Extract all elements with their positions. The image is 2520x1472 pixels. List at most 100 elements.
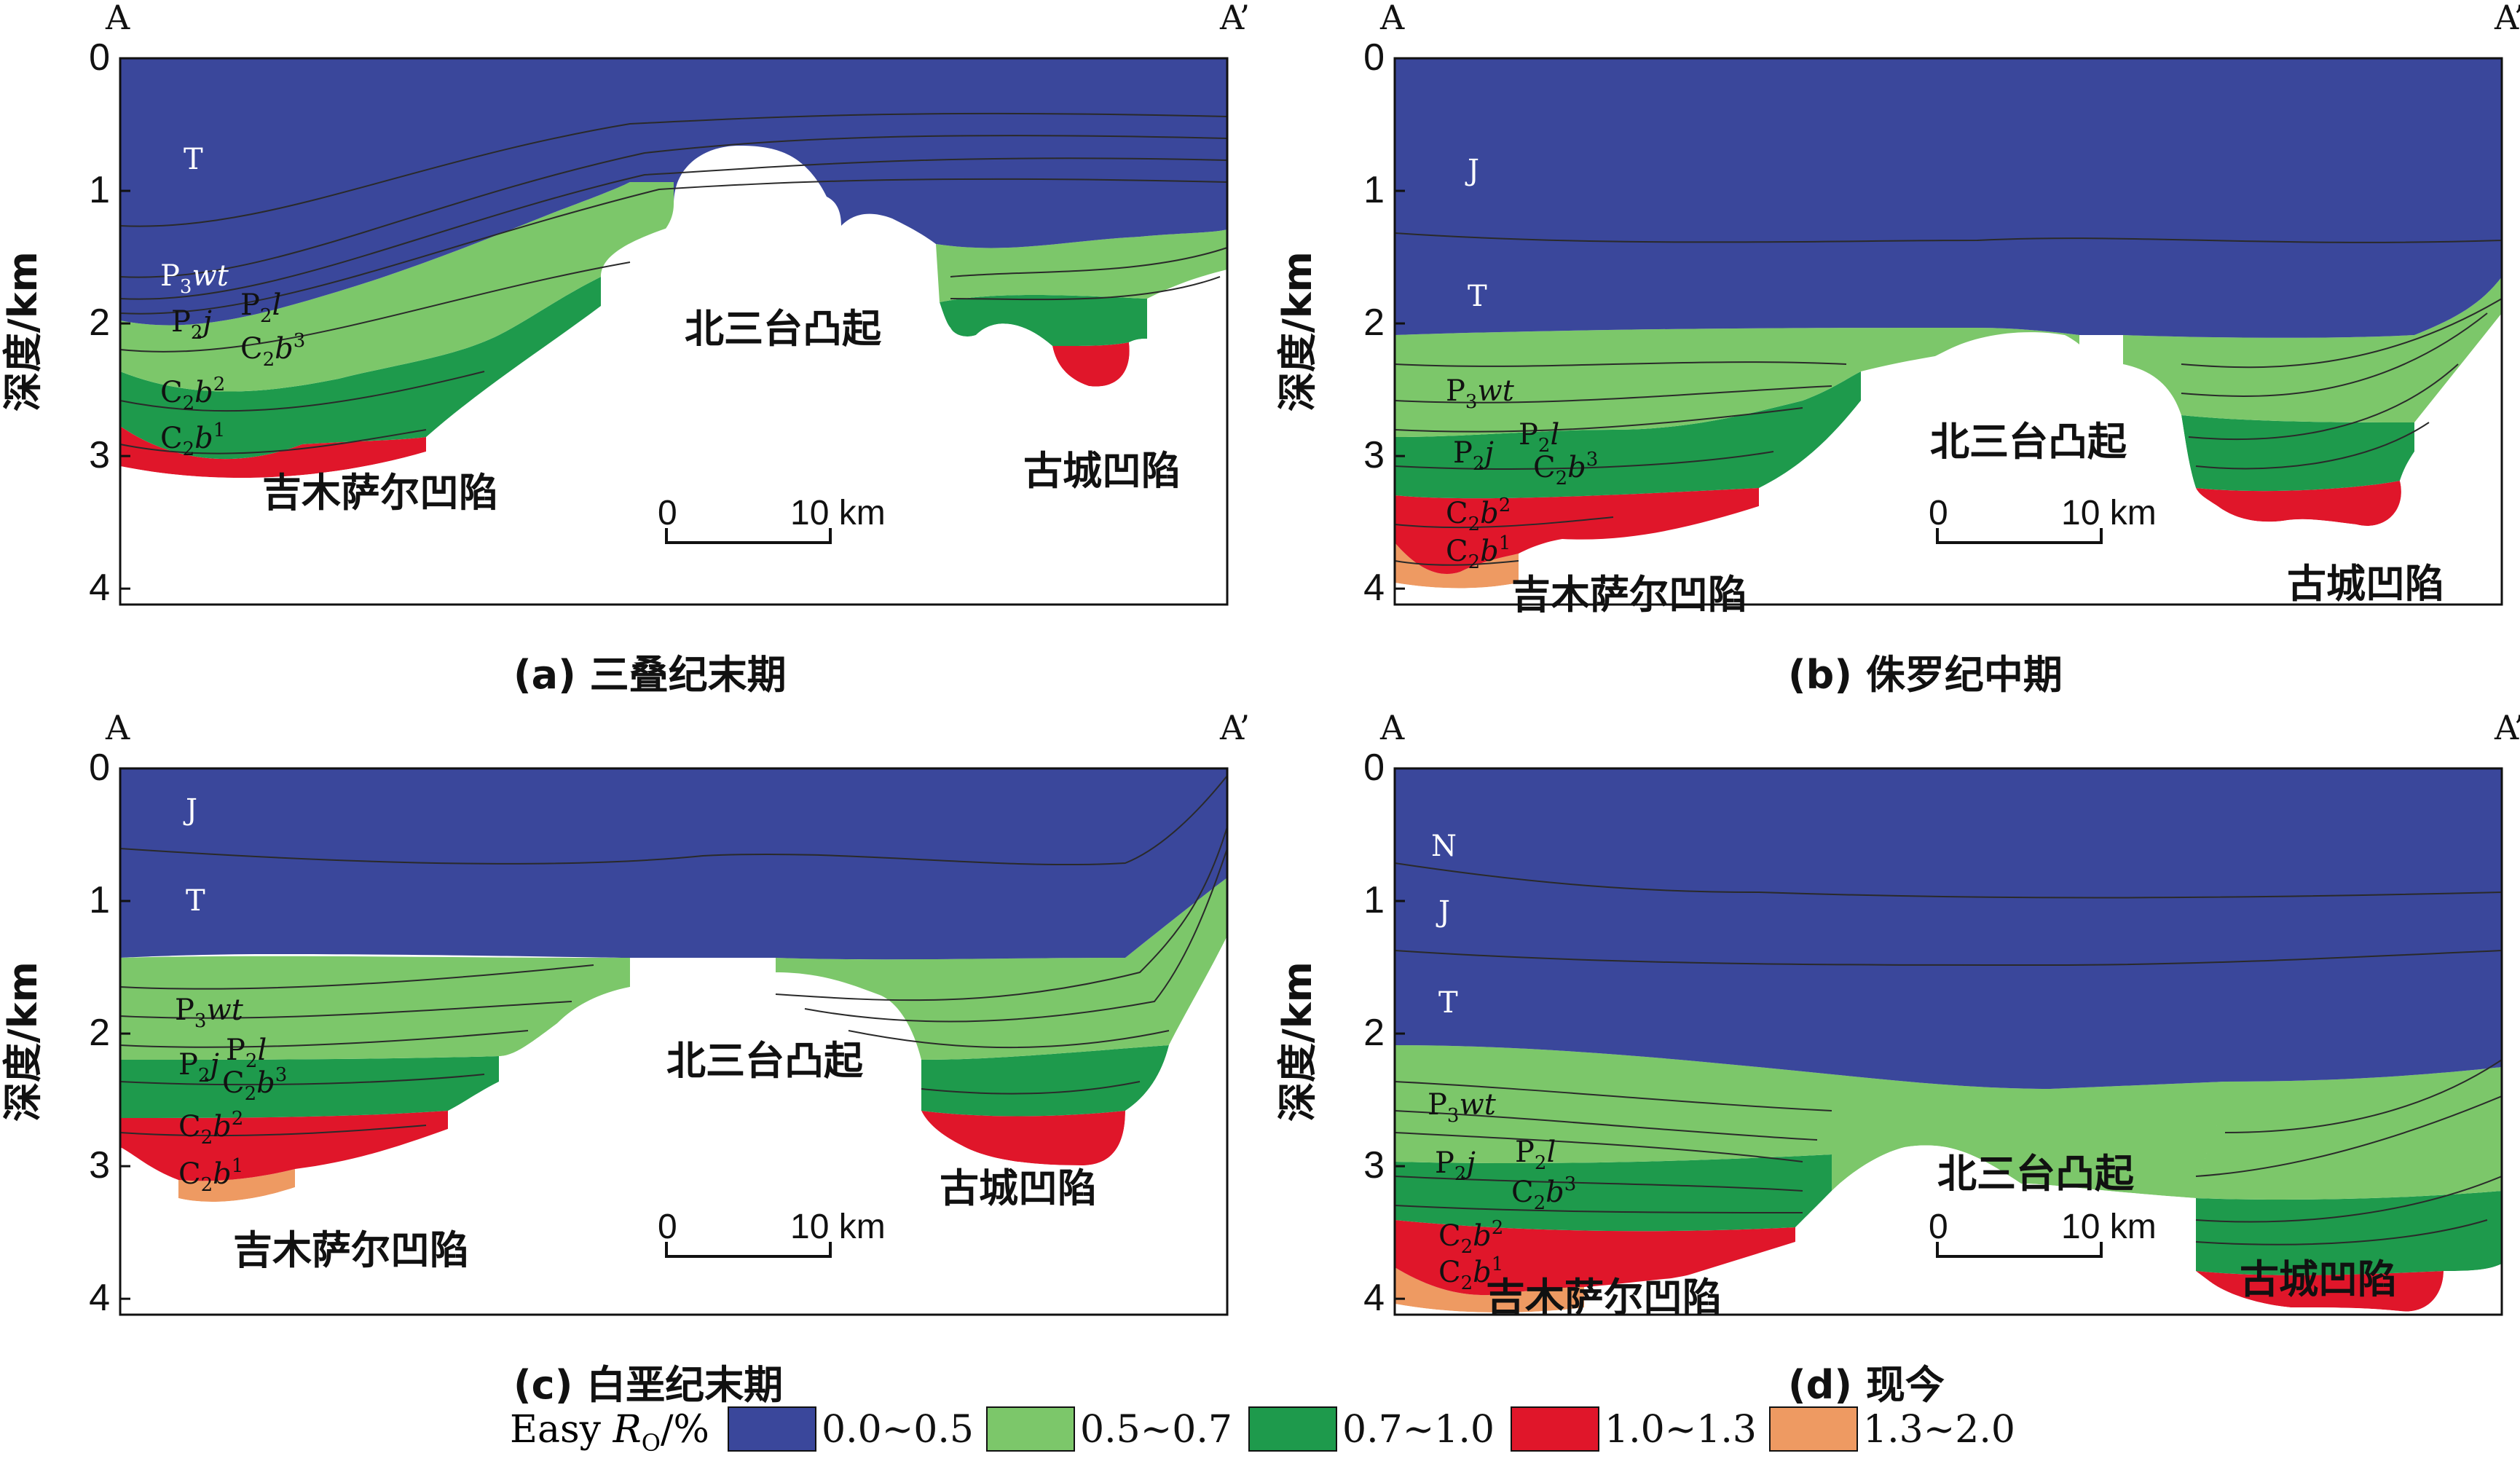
stratum-label: T bbox=[184, 143, 203, 176]
stratum-label: C2b2 bbox=[1438, 1217, 1503, 1258]
depth-tick-label: 4 bbox=[1363, 567, 1385, 609]
depth-tick-label: 2 bbox=[1363, 1012, 1385, 1054]
stratum-label: T bbox=[1438, 986, 1458, 1020]
uplift-label: 北三台凸起 bbox=[685, 306, 882, 352]
scale-start-label: 0 bbox=[658, 494, 677, 532]
stratum-label: P3wt bbox=[1428, 1088, 1497, 1127]
panel-d-ro-1-0-to-1-3 bbox=[1395, 1220, 2444, 1312]
y-axis-label: 深度/km bbox=[0, 961, 46, 1122]
stratum-label: P3wt bbox=[1446, 374, 1515, 413]
stratum-label: P2j bbox=[171, 305, 212, 344]
depth-tick-label: 2 bbox=[1363, 302, 1385, 344]
panel-d-ro-1-3-to-2-0 bbox=[1395, 1267, 1584, 1312]
depth-tick-label: 0 bbox=[89, 747, 110, 789]
legend-swatch bbox=[986, 1406, 1075, 1452]
depth-tick-label: 3 bbox=[89, 434, 110, 476]
basin-west-label: 吉木萨尔凹陷 bbox=[233, 1227, 469, 1273]
stratum-label: C2b3 bbox=[222, 1064, 287, 1105]
stratum-label: C2b1 bbox=[160, 420, 225, 460]
scale-end-label: 10 km bbox=[790, 1208, 886, 1246]
panel-d-ro-0-7-to-1-0 bbox=[1395, 1154, 2502, 1275]
panel-c-horizons bbox=[119, 775, 1228, 1137]
panel-a-ro-0-7-to-1-0 bbox=[120, 277, 1147, 460]
panel-c-ro-0-7-to-1-0 bbox=[120, 1045, 1169, 1118]
scale-bar bbox=[1936, 1242, 2103, 1258]
stratum-label: P2j bbox=[1453, 436, 1494, 475]
depth-tick-label: 4 bbox=[89, 567, 110, 609]
depth-tick-label: 1 bbox=[1363, 879, 1385, 921]
depth-tick-label: 1 bbox=[89, 879, 110, 921]
panel-a-ro-0-5-to-0-7 bbox=[120, 182, 1227, 392]
panel-c bbox=[119, 767, 1229, 1316]
y-axis-label: 深度/km bbox=[0, 251, 46, 412]
legend-range-label: 1.0~1.3 bbox=[1604, 1408, 1757, 1452]
section-end-label: A’ bbox=[1219, 708, 1250, 747]
depth-tick-label: 3 bbox=[1363, 434, 1385, 476]
depth-tick-label: 1 bbox=[89, 169, 110, 211]
scale-end-label: 10 km bbox=[2061, 494, 2157, 532]
depth-tick-label: 0 bbox=[1363, 36, 1385, 79]
legend-swatch bbox=[1769, 1406, 1858, 1452]
section-start-label: A bbox=[105, 708, 130, 747]
stratum-label: N bbox=[1431, 830, 1457, 863]
panel-d-ro-0-0-to-0-5 bbox=[1395, 768, 2502, 1089]
panel-a-horizons bbox=[119, 112, 1228, 454]
panel-b-ro-0-7-to-1-0 bbox=[1395, 371, 2414, 499]
basin-east-label: 古城凹陷 bbox=[940, 1165, 1097, 1211]
stratum-label: C2b1 bbox=[1438, 1253, 1503, 1294]
scale-bar bbox=[665, 1242, 832, 1258]
stratum-label: C2b3 bbox=[1511, 1173, 1576, 1214]
section-start-label: A bbox=[105, 0, 130, 37]
panel-c-ro-1-3-to-2-0 bbox=[178, 1169, 295, 1202]
stratum-label: C2b1 bbox=[1446, 532, 1511, 573]
stratum-label: P2l bbox=[226, 1034, 267, 1072]
legend-range-label: 0.5~0.7 bbox=[1080, 1408, 1232, 1452]
legend-range-label: 0.7~1.0 bbox=[1342, 1408, 1495, 1452]
panel-caption: (b) 侏罗纪中期 bbox=[1788, 652, 2063, 698]
depth-tick-label: 0 bbox=[89, 36, 110, 79]
depth-tick-label: 0 bbox=[1363, 747, 1385, 789]
stratum-label: P2l bbox=[1515, 1136, 1556, 1174]
scale-end-label: 10 km bbox=[2061, 1208, 2157, 1246]
stratum-label: C2b3 bbox=[1533, 449, 1598, 489]
legend-swatch bbox=[728, 1406, 816, 1452]
scale-start-label: 0 bbox=[658, 1208, 677, 1246]
basin-east-label: 古城凹陷 bbox=[1023, 448, 1181, 494]
legend-title: Easy RO/% bbox=[510, 1408, 709, 1457]
section-end-label: A’ bbox=[2494, 0, 2520, 37]
panel-c-ro-0-0-to-0-5 bbox=[120, 768, 1227, 960]
legend-range-label: 0.0~0.5 bbox=[822, 1408, 974, 1452]
depth-tick-label: 4 bbox=[89, 1277, 110, 1319]
panel-b-ro-0-5-to-0-7 bbox=[1395, 277, 2502, 437]
stratum-label: T bbox=[186, 884, 205, 918]
panel-a bbox=[119, 57, 1229, 606]
uplift-label: 北三台凸起 bbox=[666, 1038, 864, 1084]
uplift-label: 北三台凸起 bbox=[1930, 419, 2127, 465]
panel-c-ro-1-0-to-1-3 bbox=[120, 1111, 1125, 1181]
depth-tick-label: 3 bbox=[1363, 1144, 1385, 1186]
stratum-label: C2b2 bbox=[160, 374, 225, 414]
stratum-label: C2b2 bbox=[178, 1108, 243, 1149]
basin-east-label: 古城凹陷 bbox=[2240, 1256, 2397, 1302]
stratum-label: T bbox=[1468, 280, 1487, 313]
basin-west-label: 吉木萨尔凹陷 bbox=[262, 470, 498, 516]
basin-east-label: 古城凹陷 bbox=[2287, 561, 2444, 607]
stratum-label: C2b3 bbox=[240, 330, 305, 371]
stratum-label: P3wt bbox=[175, 993, 244, 1032]
depth-tick-label: 4 bbox=[1363, 1277, 1385, 1319]
section-end-label: A’ bbox=[2494, 708, 2520, 747]
depth-tick-label: 3 bbox=[89, 1144, 110, 1186]
panel-d-ro-0-5-to-0-7 bbox=[1395, 1045, 2502, 1271]
depth-tick-label: 2 bbox=[89, 302, 110, 344]
legend-range-label: 1.3~2.0 bbox=[1863, 1408, 2015, 1452]
panel-b-ro-1-3-to-2-0 bbox=[1395, 543, 1519, 589]
basin-west-label: 吉木萨尔凹陷 bbox=[1511, 572, 1747, 618]
stratum-label: P3wt bbox=[160, 259, 229, 298]
panel-caption: (d) 现今 bbox=[1788, 1362, 1945, 1408]
panel-caption: (a) 三叠纪末期 bbox=[513, 652, 787, 698]
legend-swatch bbox=[1511, 1406, 1599, 1452]
stratum-label: J bbox=[1465, 154, 1479, 187]
panel-b-ro-0-0-to-0-5 bbox=[1395, 58, 2502, 338]
stratum-label: J bbox=[1436, 895, 1450, 929]
legend-swatch bbox=[1248, 1406, 1337, 1452]
